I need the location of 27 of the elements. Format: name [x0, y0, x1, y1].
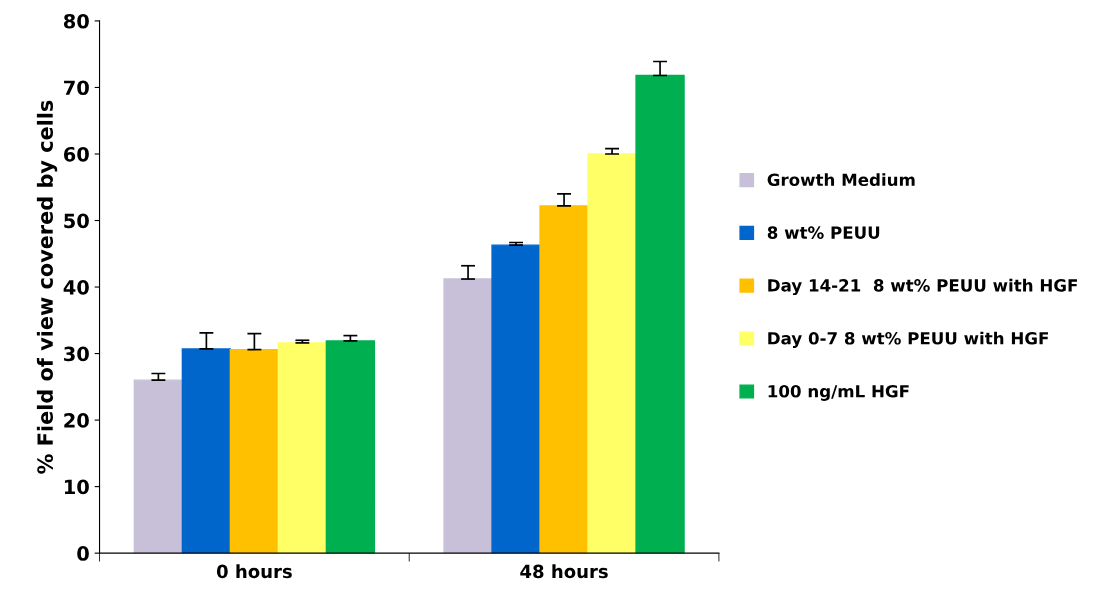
- y-tick-label: 40: [63, 280, 89, 295]
- legend-label: Growth Medium: [767, 173, 915, 187]
- legend-label: 8 wt% PEUU: [767, 226, 880, 239]
- legend-label: 100 ng/mL HGF: [768, 384, 909, 401]
- y-tick-label: 60: [63, 146, 89, 162]
- y-tick-label: 10: [64, 479, 89, 495]
- bar: [181, 348, 232, 554]
- legend-label: Day 14-21 8 wt% PEUU with HGF: [768, 278, 1077, 296]
- x-tick-label: 48 hours: [520, 564, 608, 579]
- bar: [443, 278, 493, 554]
- bar: [491, 244, 541, 554]
- bar: [587, 153, 637, 554]
- bar: [229, 348, 280, 554]
- bar: [635, 74, 685, 554]
- y-tick-label: 70: [64, 80, 89, 96]
- y-tick-label: 80: [63, 13, 89, 29]
- bar: [133, 379, 184, 554]
- x-tick-label: 0 hours: [216, 564, 292, 579]
- bar: [325, 340, 376, 554]
- y-tick-label: 30: [64, 346, 89, 362]
- bar: [539, 205, 589, 554]
- y-axis-title: % Field of view covered by cells: [36, 100, 58, 474]
- y-tick-label: 20: [64, 413, 89, 428]
- y-tick-label: 50: [64, 213, 89, 229]
- bar: [277, 342, 328, 554]
- y-tick-label: 0: [77, 546, 89, 561]
- legend-label: Day 0-7 8 wt% PEUU with HGF: [768, 331, 1048, 348]
